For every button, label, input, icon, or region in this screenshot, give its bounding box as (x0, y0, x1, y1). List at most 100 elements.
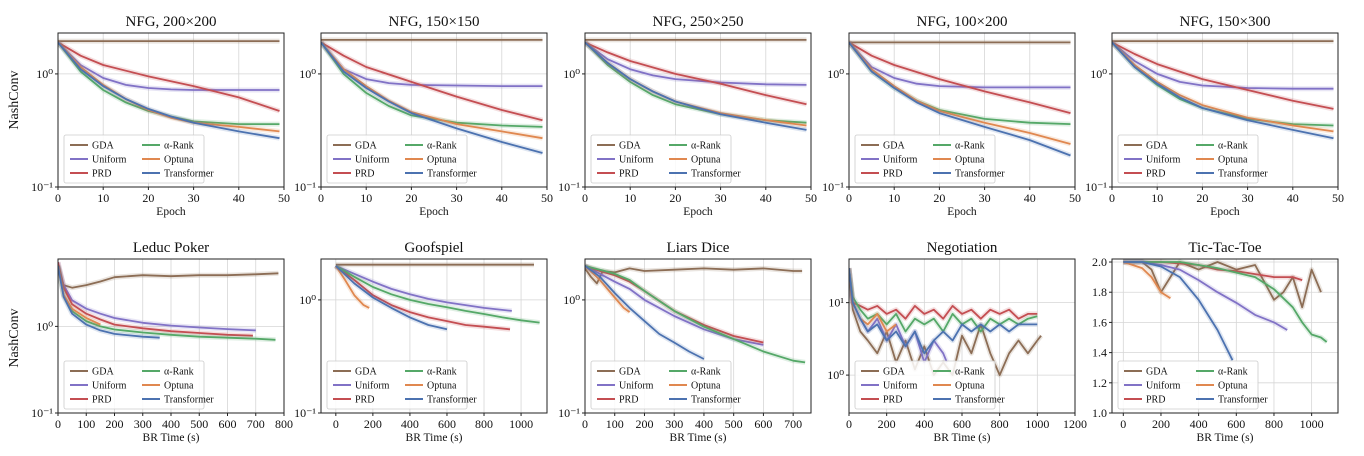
series-line (58, 262, 253, 337)
y-tick-label: 10⁻¹ (822, 180, 844, 194)
x-tick-label: 600 (953, 417, 971, 431)
legend-box (1117, 134, 1259, 184)
panel-4: 0 10 20 30 40 50 10⁻¹ 10⁰ NFG, 150×300 Epoch GDA Un… (1085, 14, 1344, 218)
panel-title: NFG, 150×150 (389, 14, 480, 30)
series-line (321, 41, 543, 154)
y-tick-label: 10⁰ (36, 319, 53, 333)
legend-label: α-Rank (955, 141, 985, 152)
legend-label: GDA (619, 141, 641, 152)
series-line (849, 41, 1071, 89)
x-tick-label: 40 (233, 191, 245, 205)
series-line (585, 265, 705, 360)
legend-box (63, 360, 205, 410)
legend-label: Optuna (1218, 381, 1248, 392)
legend-label: Transformer (955, 395, 1005, 406)
x-tick-label: 50 (1069, 191, 1081, 205)
x-tick-label: 100 (606, 417, 624, 431)
x-axis-label: Epoch (683, 206, 713, 218)
y-tick-label: 10⁻¹ (1085, 180, 1107, 194)
series-line (849, 41, 1071, 114)
y-tick-label: 1.4 (1092, 346, 1107, 360)
x-tick-label: 400 (915, 417, 933, 431)
x-tick-label: 0 (846, 417, 852, 431)
legend-box (590, 134, 732, 184)
x-tick-label: 500 (190, 417, 208, 431)
x-tick-label: 400 (401, 417, 419, 431)
series-line (849, 41, 1071, 157)
x-tick-label: 800 (275, 417, 293, 431)
legend-label: Transformer (164, 395, 214, 406)
series-line (1123, 261, 1322, 309)
legend-label: α-Rank (955, 367, 985, 378)
x-tick-label: 50 (541, 191, 553, 205)
axes-frame (1111, 32, 1339, 188)
x-tick-label: 50 (805, 191, 817, 205)
legend-label: Uniform (619, 155, 654, 166)
panel-7: 0 100 200 300 400 500 600 700 10⁻¹ 10⁰ Liars Dice B… (558, 240, 812, 444)
legend-box (854, 134, 996, 184)
panel-5: 0 100 200 300 400 500 600 700 800 10⁻¹ 10⁰ Leduc Po… (31, 240, 293, 444)
legend: GDA Uniform PRD α-Rank Optuna Transformer (326, 360, 477, 410)
series-line (849, 268, 1038, 320)
legend-label: PRD (1146, 395, 1165, 406)
x-axis-label: Epoch (947, 206, 977, 218)
legend-label: PRD (355, 169, 374, 180)
x-tick-label: 200 (364, 417, 382, 431)
y-tick-label: 10¹ (828, 296, 844, 310)
legend-label: GDA (883, 141, 905, 152)
panel-2: 0 10 20 30 40 50 10⁻¹ 10⁰ NFG, 250×250 Epoch GDA Un… (558, 14, 817, 218)
y-tick-label: 1.0 (1092, 406, 1107, 420)
panel-8: 0 200 400 600 800 1000 1200 10⁰ 10¹ Negotiation BR… (827, 240, 1087, 444)
legend-label: PRD (92, 169, 111, 180)
series-line (585, 41, 807, 86)
legend: GDA Uniform PRD α-Rank Optuna Transformer (590, 360, 741, 410)
series-line (335, 265, 512, 312)
x-tick-label: 10 (97, 191, 109, 205)
legend-label: PRD (355, 395, 374, 406)
x-tick-label: 10 (1151, 191, 1163, 205)
y-tick-label: 10⁰ (563, 293, 580, 307)
y-tick-label: 2.0 (1092, 255, 1107, 269)
x-axis-label: BR Time (s) (670, 432, 727, 444)
legend-label: α-Rank (1218, 141, 1248, 152)
axes-frame (584, 258, 812, 414)
x-axis-label: BR Time (s) (143, 432, 200, 444)
legend-label: Uniform (883, 381, 918, 392)
x-tick-label: 1000 (1025, 417, 1049, 431)
series-line (585, 267, 803, 285)
x-tick-label: 300 (134, 417, 152, 431)
x-tick-label: 40 (1287, 191, 1299, 205)
legend-label: α-Rank (691, 141, 721, 152)
legend-label: α-Rank (427, 367, 457, 378)
x-tick-label: 0 (1109, 191, 1115, 205)
legend-label: Transformer (955, 169, 1005, 180)
legend-label: Optuna (1218, 155, 1248, 166)
legend-box (1117, 360, 1259, 410)
series-line (585, 41, 807, 106)
series-line (1112, 41, 1334, 133)
series-line (585, 41, 807, 131)
y-tick-label: 10⁻¹ (558, 180, 580, 194)
y-tick-label: 10⁻¹ (558, 406, 580, 420)
legend-label: Optuna (691, 381, 721, 392)
axes-frame (57, 32, 285, 188)
x-tick-label: 0 (1120, 417, 1126, 431)
series-line (335, 265, 511, 331)
y-tick-label: 10⁻¹ (294, 406, 316, 420)
x-tick-label: 600 (1227, 417, 1245, 431)
x-tick-label: 30 (1242, 191, 1254, 205)
legend: GDA Uniform PRD α-Rank Optuna Transformer (63, 360, 214, 410)
legend-label: GDA (1146, 141, 1168, 152)
x-tick-label: 200 (635, 417, 653, 431)
x-tick-label: 10 (624, 191, 636, 205)
x-tick-label: 1000 (1300, 417, 1324, 431)
x-tick-label: 700 (784, 417, 802, 431)
x-tick-label: 30 (979, 191, 991, 205)
x-tick-label: 0 (55, 417, 61, 431)
legend-label: Transformer (164, 169, 214, 180)
x-tick-label: 600 (754, 417, 772, 431)
legend-label: PRD (619, 169, 638, 180)
legend-label: GDA (355, 367, 377, 378)
legend: GDA Uniform PRD α-Rank Optuna Transformer (854, 134, 1005, 184)
series-line (1112, 41, 1334, 90)
